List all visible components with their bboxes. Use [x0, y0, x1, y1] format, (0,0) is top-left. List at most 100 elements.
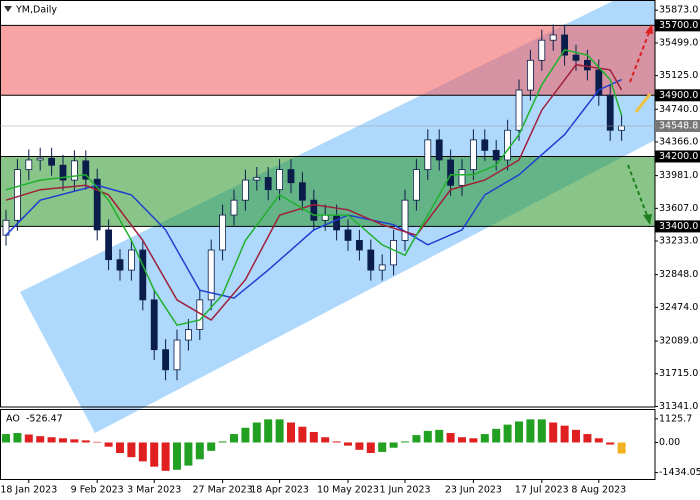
ao-bar	[423, 430, 432, 443]
ao-bar	[93, 441, 102, 443]
candle-body	[127, 249, 135, 271]
plot	[2, 24, 625, 381]
ao-bar	[150, 442, 159, 467]
candle-body	[13, 169, 21, 221]
candle-body	[298, 182, 306, 201]
y-tick-label: 35125.0	[659, 70, 698, 81]
y-tick-label: 34366.0	[659, 136, 698, 147]
ao-bar	[138, 442, 147, 462]
candle-body	[264, 177, 272, 191]
ao-bar	[275, 419, 284, 443]
candle-body	[618, 125, 625, 131]
ao-bar	[503, 424, 512, 443]
candle-body	[139, 249, 147, 301]
candle-body	[355, 240, 363, 251]
moving-average	[5, 78, 622, 299]
ao-bar	[389, 442, 398, 448]
ao-bar	[549, 422, 558, 443]
ao-bar	[161, 442, 170, 471]
y-tick-label: 33607.0	[659, 203, 698, 214]
ao-bar	[2, 434, 10, 443]
y-tick-label: 34740.0	[659, 104, 698, 115]
ao-bar	[59, 438, 67, 443]
ao-bar	[321, 437, 330, 443]
candle-body	[59, 164, 67, 181]
ao-bar	[412, 435, 421, 443]
ao-bar	[241, 427, 250, 443]
candle-body	[378, 264, 386, 271]
ao-bar	[469, 438, 478, 443]
candle-body	[333, 214, 341, 231]
ao-bar	[332, 441, 341, 443]
candle-body	[184, 329, 192, 341]
arrow-down	[627, 164, 649, 219]
candle-body	[241, 179, 249, 201]
ao-bar	[401, 441, 409, 443]
ao-name: AO	[6, 414, 20, 425]
ao-current: -526.47	[26, 414, 63, 425]
current-price-bg	[655, 119, 700, 132]
level-label: 33400.0	[659, 221, 698, 232]
ao-bar	[606, 442, 615, 445]
y-tick-label: 33233.0	[659, 236, 698, 247]
candle-body	[162, 349, 170, 371]
candle-body	[48, 157, 55, 166]
y-tick-label: 32474.0	[659, 302, 698, 313]
ao-bar	[47, 437, 56, 443]
chart-title: YM,Daily	[15, 5, 57, 16]
ao-bar	[594, 438, 603, 443]
ao-bar	[435, 429, 444, 443]
x-tick-label: 1 Jun 2023	[379, 485, 430, 496]
candle-body	[276, 169, 284, 191]
arrow-head	[643, 214, 652, 225]
ao-bar	[492, 428, 501, 443]
candle-body	[390, 240, 398, 266]
candle-body	[458, 169, 466, 186]
ao-bar	[104, 442, 113, 447]
ao-bar	[458, 437, 466, 443]
zones	[0, 24, 655, 227]
level-label-bg	[655, 19, 700, 32]
ao-bar	[81, 440, 90, 443]
level-label: 34200.0	[659, 151, 698, 162]
ao-bar	[480, 434, 489, 443]
candle-body	[424, 139, 432, 170]
x-tick-label: 18 Apr 2023	[250, 485, 309, 496]
price-frame	[0, 0, 656, 408]
y-tick-label: 35499.0	[659, 37, 698, 48]
level-zone	[0, 25, 655, 96]
y-tick-label: 32848.0	[659, 269, 698, 280]
y-tick-label: 31715.0	[659, 368, 698, 379]
y-tick-label: 31341.0	[659, 401, 698, 412]
ao-bar	[287, 422, 295, 443]
ao-bar	[309, 431, 318, 443]
candle-body	[469, 139, 477, 170]
ao-bar	[526, 419, 535, 443]
candle-body	[230, 199, 238, 216]
candle-body	[595, 69, 603, 96]
x-tick-label: 27 Mar 2023	[192, 485, 252, 496]
ao-bar	[24, 434, 33, 443]
x-tick-label: 8 Aug 2023	[571, 485, 626, 496]
ao-bar	[572, 429, 580, 443]
x-tick-label: 23 Jun 2023	[445, 485, 502, 496]
ao-bar	[70, 439, 79, 443]
candle-body	[344, 229, 352, 241]
ao-bar	[378, 442, 387, 452]
y-tick-label: 33981.0	[659, 170, 698, 181]
candle-body	[71, 160, 78, 181]
candle-body	[549, 34, 557, 41]
candle-body	[584, 59, 591, 71]
ao-bar	[116, 442, 124, 453]
ao-frame	[0, 409, 656, 480]
ao-bar	[195, 442, 204, 460]
candle-body	[572, 54, 580, 61]
level-label-bg	[655, 89, 700, 102]
arrow-up	[629, 29, 651, 83]
ao-bar	[13, 433, 22, 443]
candle-body	[173, 339, 181, 371]
ao-tick-label: -1434.05	[659, 467, 700, 478]
ao-bar	[252, 422, 261, 443]
